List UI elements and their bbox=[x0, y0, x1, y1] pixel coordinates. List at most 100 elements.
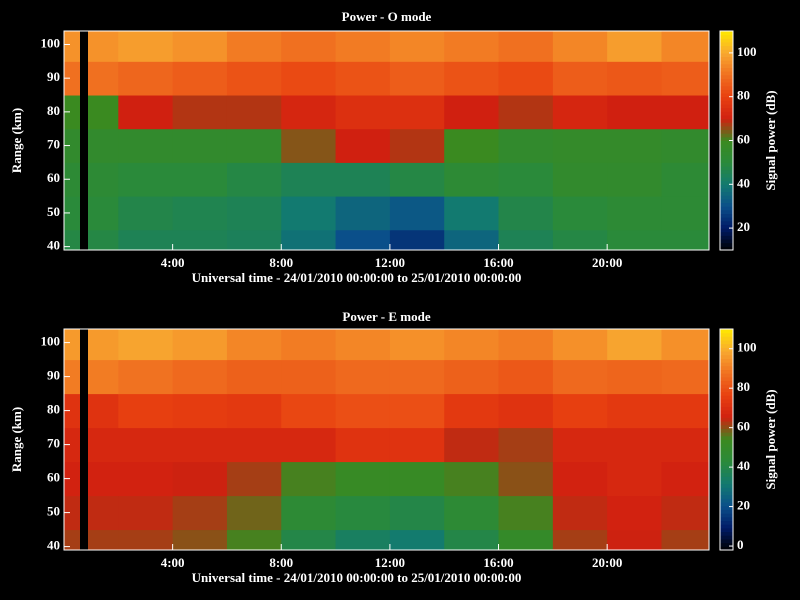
y-axis-label: Range (km) bbox=[9, 108, 24, 173]
heatmap-cell bbox=[552, 393, 608, 429]
no-data-stripe bbox=[80, 329, 88, 550]
plot-frame bbox=[63, 30, 710, 251]
x-tick-label: 12:00 bbox=[375, 555, 405, 570]
heatmap-cell bbox=[172, 393, 228, 429]
heatmap-cell bbox=[552, 495, 608, 531]
colorbar-label: Signal power (dB) bbox=[763, 389, 778, 489]
heatmap-cell bbox=[389, 393, 445, 429]
heatmap-cell bbox=[335, 359, 391, 395]
colorbar-segment bbox=[720, 195, 733, 200]
x-tick-label: 20:00 bbox=[592, 255, 622, 270]
heatmap-cell bbox=[335, 162, 391, 197]
heatmap-cell bbox=[661, 329, 709, 361]
heatmap-cell bbox=[226, 329, 282, 361]
heatmap-cell bbox=[172, 95, 228, 130]
heatmap-cell bbox=[281, 196, 337, 231]
y-tick-label: 70 bbox=[47, 436, 60, 451]
colorbar-segment bbox=[720, 435, 733, 440]
heatmap-cell bbox=[64, 329, 119, 361]
no-data-stripe bbox=[80, 31, 88, 250]
colorbar-segment bbox=[720, 465, 733, 470]
heatmap-cell bbox=[498, 427, 554, 463]
heatmap-cell bbox=[389, 162, 445, 197]
heatmap-cell bbox=[607, 495, 662, 531]
colorbar-segment bbox=[720, 89, 733, 94]
heatmap-cell bbox=[226, 495, 282, 531]
heatmap-cell bbox=[389, 359, 445, 395]
colorbar-segment bbox=[720, 376, 733, 382]
x-tick-label: 12:00 bbox=[375, 255, 405, 270]
heatmap-cell bbox=[607, 529, 662, 550]
colorbar-segment bbox=[720, 428, 733, 433]
heatmap-cell bbox=[226, 95, 282, 130]
heatmap-cell bbox=[444, 529, 500, 550]
heatmap-cell bbox=[64, 61, 119, 96]
heatmap-cell bbox=[226, 31, 282, 62]
heatmap-cell bbox=[607, 162, 662, 197]
heatmap-cell bbox=[389, 95, 445, 130]
colorbar-segment bbox=[720, 239, 733, 244]
heatmap-cell bbox=[444, 495, 500, 531]
heatmap-cell bbox=[444, 393, 500, 429]
heatmap-cell bbox=[118, 31, 174, 62]
heatmap-cell bbox=[389, 61, 445, 96]
colorbar-segment bbox=[720, 343, 733, 348]
y-tick-label: 40 bbox=[47, 238, 60, 253]
colorbar-segment bbox=[720, 542, 733, 547]
colorbar-segment bbox=[720, 93, 733, 98]
colorbar-segment bbox=[720, 96, 733, 101]
cells bbox=[64, 31, 709, 250]
colorbar-segment bbox=[720, 417, 733, 422]
heatmap-cell bbox=[118, 196, 174, 231]
heatmap-cell bbox=[552, 128, 608, 163]
colorbar-segment bbox=[720, 209, 733, 214]
heatmap-cell bbox=[118, 393, 174, 429]
colorbar-segment bbox=[720, 369, 733, 374]
heatmap-cell bbox=[64, 359, 119, 395]
heatmap-cell bbox=[118, 61, 174, 96]
colorbar-segment bbox=[720, 202, 733, 207]
colorbar-segment bbox=[720, 487, 733, 492]
colorbar-segment bbox=[720, 78, 733, 83]
colorbar-segment bbox=[720, 114, 733, 120]
heatmap-cell bbox=[444, 61, 500, 96]
colorbar-segment bbox=[720, 472, 733, 477]
heatmap-cell bbox=[661, 31, 709, 62]
heatmap-cell bbox=[444, 95, 500, 130]
colorbar-segment bbox=[720, 136, 733, 141]
colorbar-segment bbox=[720, 173, 733, 178]
colorbar-tick-label: 0 bbox=[737, 537, 744, 552]
heatmap-cell bbox=[281, 427, 337, 463]
y-axis-label: Range (km) bbox=[9, 407, 24, 472]
colorbar-segment bbox=[720, 220, 733, 225]
heatmap-cell bbox=[281, 495, 337, 531]
heatmap-cell bbox=[64, 196, 119, 231]
colorbar-segment bbox=[720, 158, 733, 163]
colorbar-segment bbox=[720, 354, 733, 359]
heatmap-cell bbox=[335, 461, 391, 497]
heatmap-cell bbox=[444, 162, 500, 197]
heatmap-cell bbox=[607, 95, 662, 130]
colorbar-segment bbox=[720, 413, 733, 418]
heatmap-cell bbox=[498, 529, 554, 550]
colorbar-segment bbox=[720, 365, 733, 371]
heatmap-cell bbox=[552, 31, 608, 62]
colorbar-segment bbox=[720, 228, 733, 233]
heatmap-cell bbox=[607, 229, 662, 250]
x-tick-label: 8:00 bbox=[269, 555, 293, 570]
heatmap-cell bbox=[64, 95, 119, 130]
colorbar-tick-label: 40 bbox=[737, 458, 750, 473]
colorbar-segment bbox=[720, 535, 733, 540]
x-tick-label: 8:00 bbox=[269, 255, 293, 270]
colorbar-segment bbox=[720, 67, 733, 72]
heatmap-cell bbox=[444, 128, 500, 163]
heatmap-cell bbox=[335, 61, 391, 96]
colorbar-segment bbox=[720, 144, 733, 149]
y-tick-label: 90 bbox=[47, 69, 60, 84]
heatmap-cell bbox=[552, 162, 608, 197]
heatmap-cell bbox=[172, 229, 228, 250]
heatmap-cell bbox=[389, 495, 445, 531]
y-tick-label: 100 bbox=[41, 334, 61, 349]
heatmap-cell bbox=[498, 393, 554, 429]
